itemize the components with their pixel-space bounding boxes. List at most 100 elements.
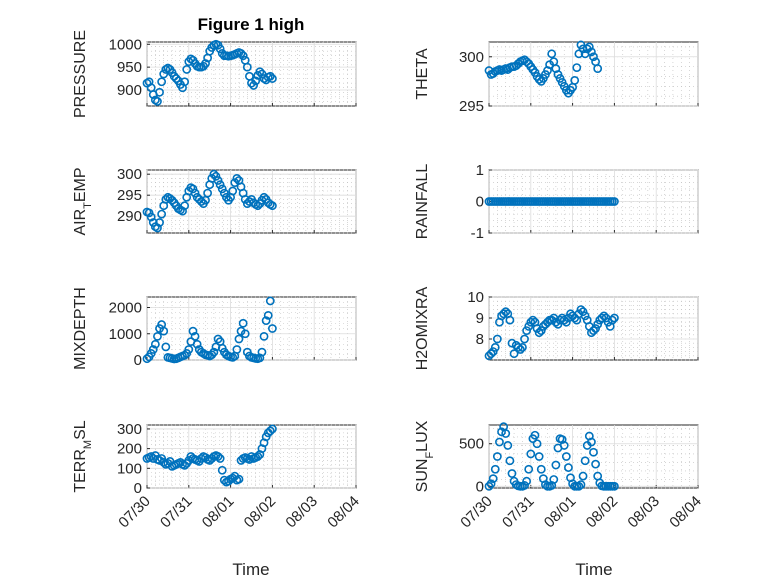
data-point <box>180 77 190 87</box>
data-point <box>528 315 538 325</box>
data-point <box>159 326 169 336</box>
data-point <box>518 342 527 352</box>
data-point <box>242 62 252 72</box>
data-point <box>610 313 619 323</box>
data-point <box>488 347 498 356</box>
y-tick-label: 0 <box>476 478 484 495</box>
data-point <box>209 347 219 357</box>
data-point <box>536 326 546 335</box>
data-point <box>589 326 598 335</box>
data-point <box>228 186 238 196</box>
y-axis-label: THETA <box>414 48 431 100</box>
data-point <box>547 49 557 59</box>
data-point <box>142 354 152 364</box>
data-point <box>232 173 242 183</box>
y-tick-label: 8 <box>476 331 484 348</box>
y-tick-label: 300 <box>117 166 142 183</box>
y-tick-label: 9 <box>476 310 484 327</box>
data-point <box>267 74 277 83</box>
data-point <box>593 64 603 73</box>
subplot-rainfall: -1 0 1 RAINFALL <box>414 162 699 242</box>
data-point <box>532 439 542 449</box>
data-point <box>501 307 511 317</box>
y-axis-label: AIRTEMP <box>72 167 94 235</box>
data-point <box>551 460 561 470</box>
data-point <box>265 71 275 81</box>
data-point <box>184 345 194 354</box>
subplot-terr-msl: 07/30 07/31 08/01 08/02 08/03 08/04 0 100 200 300… <box>72 420 363 531</box>
data-point <box>148 218 158 227</box>
data-point <box>217 184 227 194</box>
data-point <box>180 350 190 360</box>
data-point <box>161 194 171 204</box>
x-tick-label: 08/03 <box>282 493 321 532</box>
x-tick-label: 08/02 <box>241 493 280 532</box>
data-point <box>196 454 206 463</box>
data-point <box>490 342 500 352</box>
data-point <box>247 452 256 461</box>
data-point <box>215 44 225 54</box>
subplot-mixdepth: 0 1000 2000 MIXDEPTH <box>72 287 357 370</box>
subplot-air-temp: 290 295 300 AIRTEMP <box>72 166 357 236</box>
data-point <box>576 480 586 489</box>
data-point <box>541 480 550 489</box>
data-point <box>209 169 219 179</box>
data-point <box>249 81 258 90</box>
y-tick-label: 500 <box>459 436 484 453</box>
y-tick-label: 290 <box>117 208 142 225</box>
data-point <box>530 430 540 440</box>
data-point <box>253 452 263 461</box>
data-point <box>584 42 594 52</box>
subplot-pressure: 900 950 1000 PRESSURE <box>72 30 357 118</box>
x-tick-label: 08/03 <box>624 493 663 532</box>
data-point <box>259 331 269 341</box>
data-point <box>215 180 225 190</box>
data-point <box>490 464 500 474</box>
data-point <box>587 437 596 447</box>
data-point <box>178 206 187 216</box>
data-point <box>501 429 511 438</box>
data-point <box>515 345 525 354</box>
data-point <box>196 197 206 206</box>
data-point <box>561 452 571 461</box>
data-point <box>576 305 586 314</box>
data-point <box>610 197 619 206</box>
y-axis-label: SUNFLUX <box>414 420 436 492</box>
data-point <box>520 334 529 344</box>
data-point <box>486 349 496 359</box>
data-point <box>543 317 552 327</box>
data-point <box>234 474 244 484</box>
data-point <box>153 331 162 341</box>
data-point <box>526 317 536 327</box>
data-point <box>549 475 559 484</box>
data-point <box>534 452 544 461</box>
data-point <box>232 345 242 354</box>
data-point <box>570 76 580 85</box>
data-point <box>159 69 169 79</box>
data-point <box>578 307 588 317</box>
data-point <box>267 424 277 434</box>
y-axis-label: TERRMSL <box>72 420 94 492</box>
data-point <box>509 349 519 359</box>
data-point <box>188 184 198 194</box>
data-point <box>265 296 275 306</box>
data-point <box>203 188 213 198</box>
data-point <box>551 317 561 327</box>
data-point <box>507 338 517 348</box>
data-point <box>211 171 221 181</box>
data-point <box>507 469 517 478</box>
data-point <box>219 475 229 485</box>
data-point <box>591 459 600 469</box>
x-tick-label: 08/01 <box>199 493 238 532</box>
data-point <box>251 76 261 86</box>
data-point <box>589 52 598 62</box>
data-point <box>267 201 277 211</box>
y-tick-label: 1 <box>476 162 484 179</box>
x-axis-label-left: Time <box>232 560 269 579</box>
data-point <box>603 317 613 327</box>
data-point <box>553 319 563 329</box>
y-tick-label: -1 <box>471 225 484 242</box>
data-point <box>190 188 200 198</box>
y-tick-label: 0 <box>134 352 142 369</box>
